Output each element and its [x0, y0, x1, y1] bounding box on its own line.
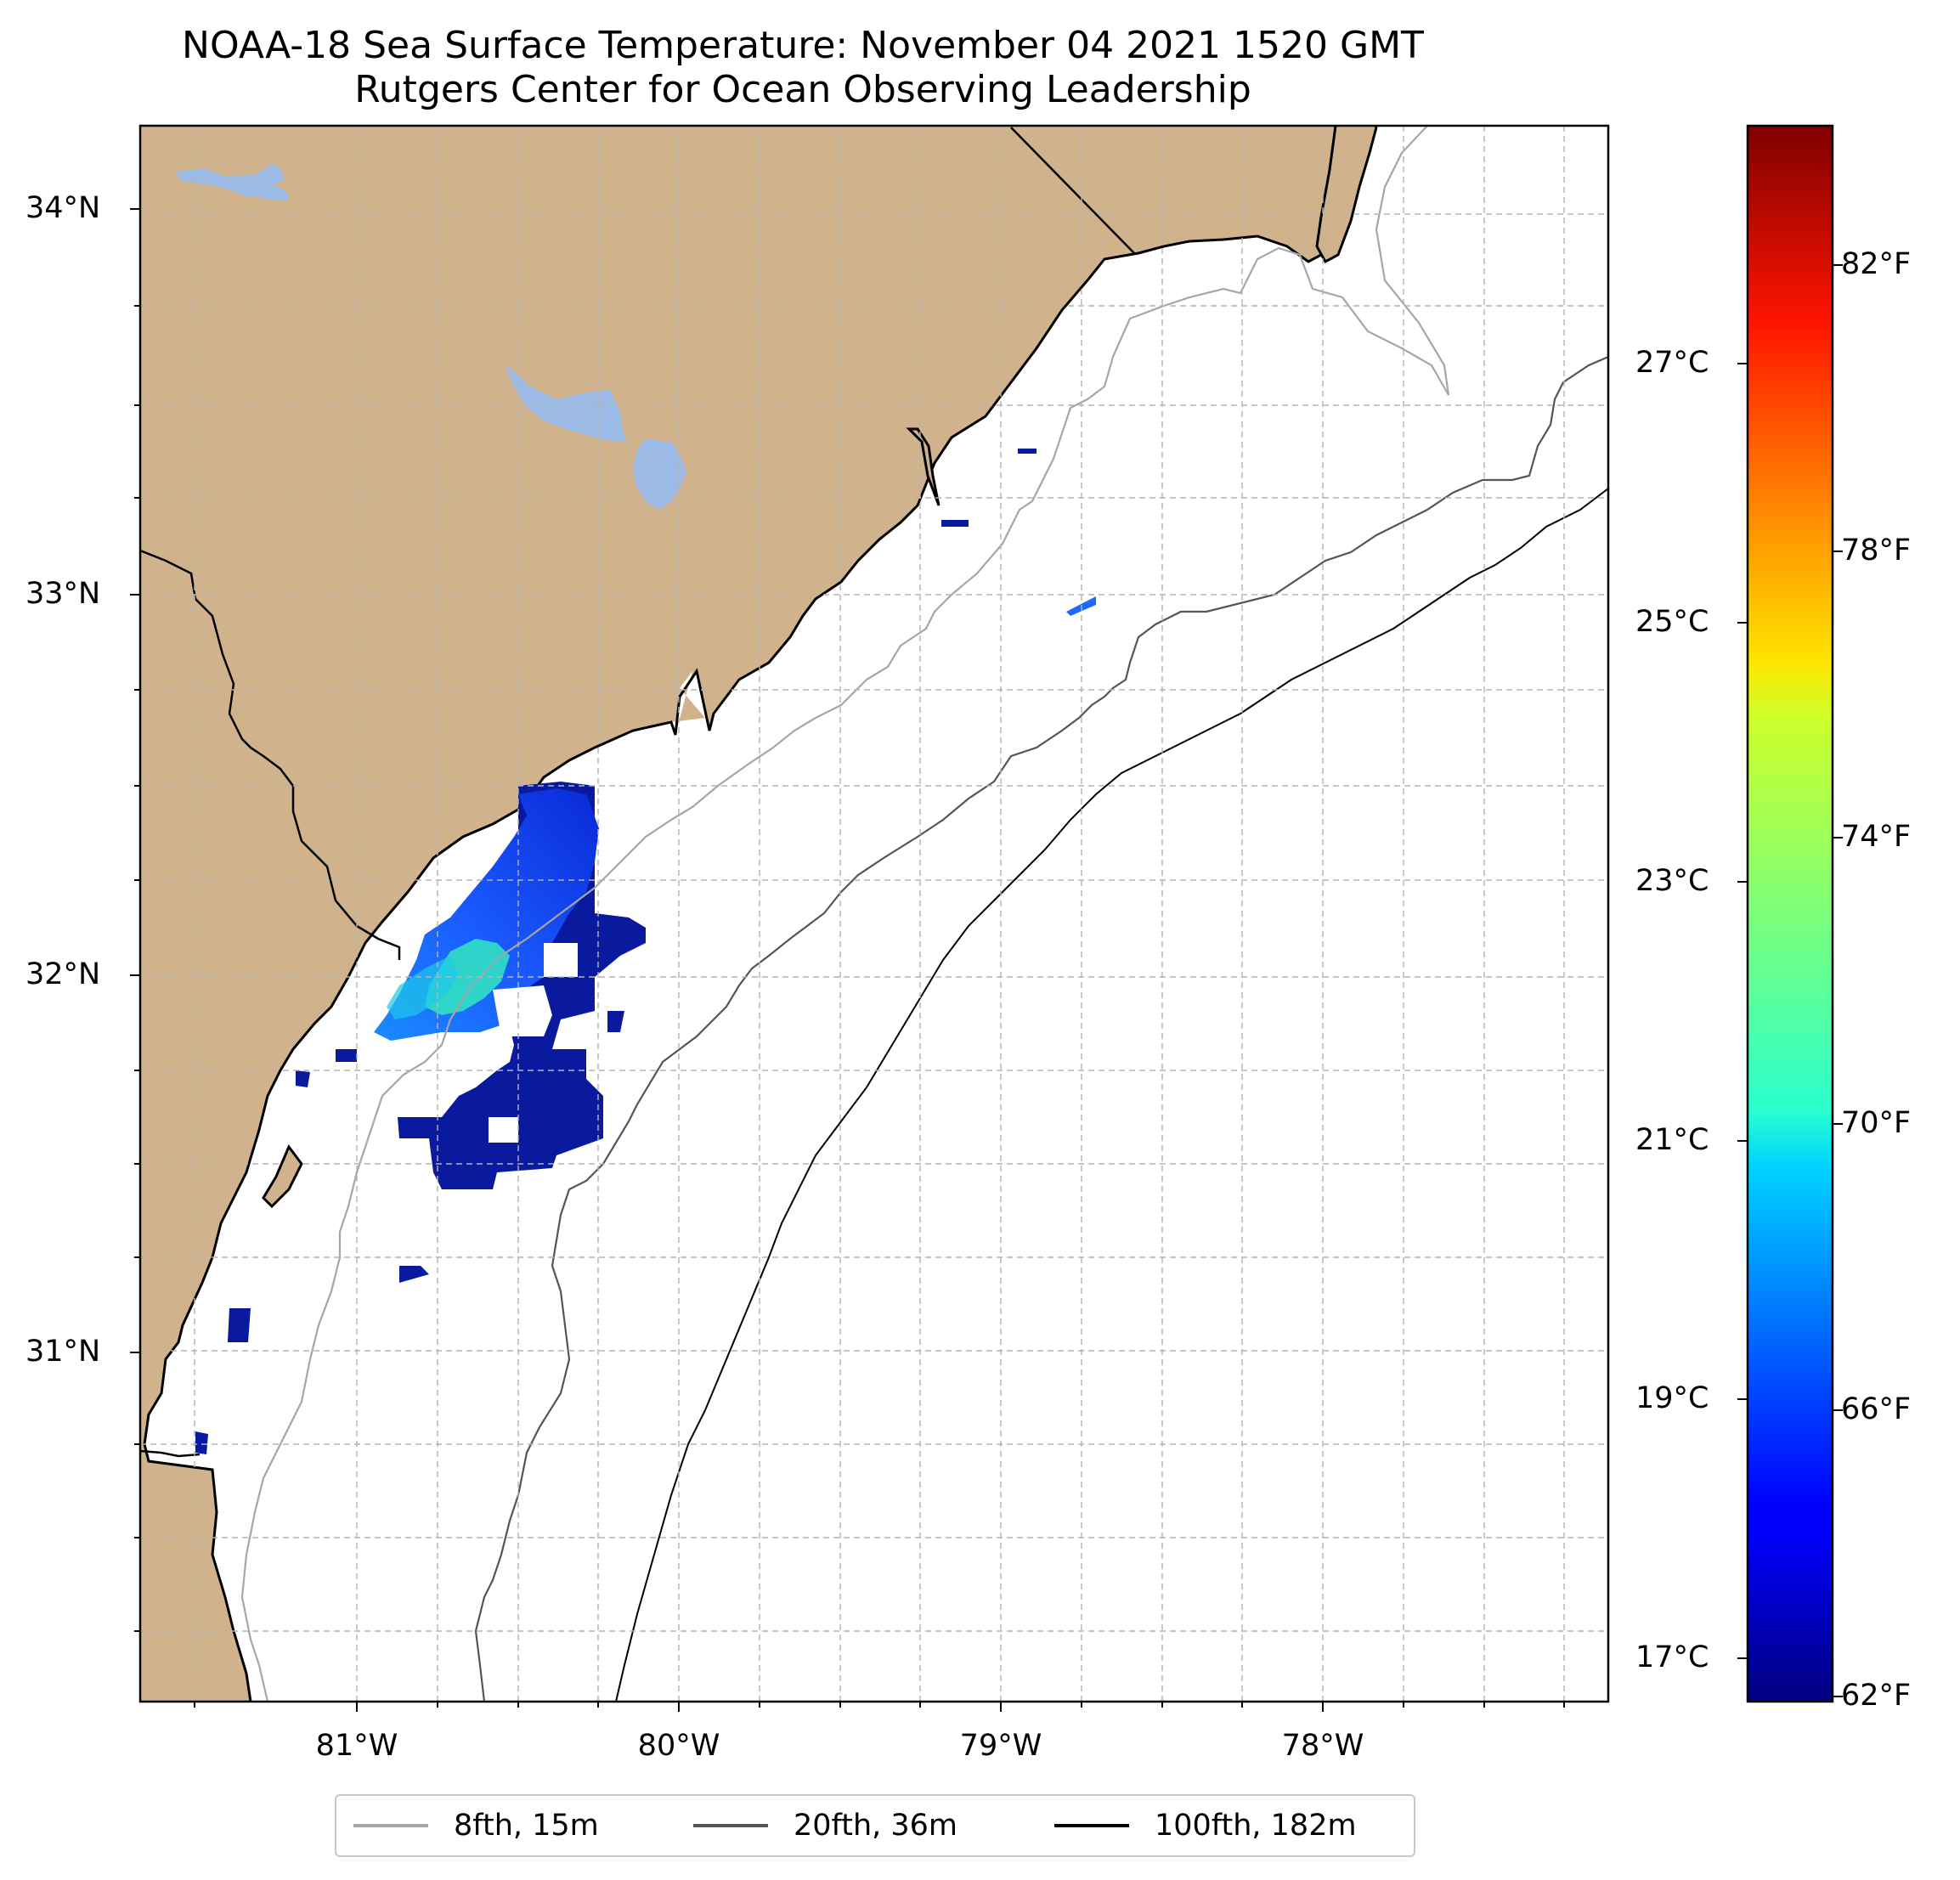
legend-swatch-20fth — [693, 1824, 768, 1827]
colorbar-label-f: 82°F — [1841, 247, 1912, 281]
sst-hole-white-3 — [489, 1117, 518, 1143]
legend-swatch-8fth — [353, 1824, 428, 1827]
map-ticks — [130, 208, 1565, 1712]
sst-patch-isolated-navy-1 — [399, 1266, 429, 1283]
lon-label-81w: 81°W — [315, 1729, 398, 1763]
legend-item-100fth: 100fth, 182m — [1054, 1796, 1357, 1855]
contour-8fth-15m — [240, 126, 1450, 1702]
figure-title: NOAA-18 Sea Surface Temperature: Novembe… — [182, 24, 1424, 67]
lat-label-33n: 33°N — [25, 577, 101, 611]
colorbar-ticks — [1737, 264, 1843, 1697]
lat-label-34n: 34°N — [25, 191, 101, 225]
sst-patch-isolated-navy-7 — [296, 1070, 310, 1087]
sst-patch-isolated-navy-5 — [941, 520, 969, 527]
lat-label-31n: 31°N — [25, 1335, 101, 1369]
coastline — [143, 126, 1378, 1702]
colorbar-label-f: 74°F — [1841, 820, 1912, 854]
colorbar-label-c: 27°C — [1635, 346, 1709, 380]
legend-label-8fth: 8fth, 15m — [454, 1809, 599, 1843]
sst-overlay — [195, 449, 1096, 1454]
sst-patch-cyan-rim — [387, 956, 459, 1019]
colorbar-label-c: 17°C — [1635, 1640, 1709, 1674]
sst-patch-isolated-navy-6 — [336, 1049, 357, 1062]
state-boundary-ga-fl — [140, 1449, 201, 1458]
barrier-island-nc — [1315, 126, 1378, 264]
contour-100fth-182m — [615, 488, 1608, 1702]
colorbar-label-c: 23°C — [1635, 864, 1709, 898]
legend-label-20fth: 20fth, 36m — [794, 1809, 958, 1843]
colorbar-label-f: 62°F — [1841, 1679, 1912, 1713]
sst-patch-isolated-navy-2 — [228, 1308, 251, 1342]
map-frame — [138, 124, 1610, 1703]
lake-moultrie-south — [633, 439, 686, 510]
lat-label-32n: 32°N — [25, 957, 101, 991]
state-boundary-sc-ga — [140, 549, 401, 960]
colorbar-label-c: 21°C — [1635, 1123, 1709, 1157]
contour-legend: 8fth, 15m 20fth, 36m 100fth, 182m — [335, 1794, 1415, 1857]
land-mass — [140, 126, 1376, 1702]
lon-label-80w: 80°W — [637, 1729, 720, 1763]
colorbar-label-f: 70°F — [1841, 1106, 1912, 1140]
barrier-island-ga — [262, 1144, 303, 1209]
colorbar-label-c: 25°C — [1635, 605, 1709, 639]
legend-item-20fth: 20fth, 36m — [693, 1796, 957, 1855]
figure-subtitle: Rutgers Center for Ocean Observing Leade… — [354, 68, 1251, 111]
colorbar-label-c: 19°C — [1635, 1381, 1709, 1415]
legend-swatch-100fth — [1054, 1824, 1129, 1827]
sst-hole-white — [544, 943, 578, 977]
sst-patch-isolated-navy-4 — [1018, 449, 1036, 454]
contour-20fth-36m — [474, 355, 1608, 1702]
lon-label-78w: 78°W — [1281, 1729, 1364, 1763]
sst-patch-isolated-navy-8 — [195, 1431, 208, 1454]
colorbar-label-f: 66°F — [1841, 1392, 1912, 1426]
barrier-island-sc — [906, 427, 940, 506]
sst-hole-white-2 — [493, 985, 552, 1036]
lake-moultrie — [504, 364, 629, 442]
state-boundary-nc-sc — [1010, 127, 1135, 254]
legend-label-100fth: 100fth, 182m — [1155, 1809, 1357, 1843]
lon-label-79w: 79°W — [959, 1729, 1042, 1763]
colorbar-label-f: 78°F — [1841, 534, 1912, 567]
colorbar-gradient — [1746, 124, 1834, 1703]
lake-marion — [176, 164, 289, 200]
sst-patch-isolated-navy-3 — [607, 1011, 624, 1032]
map-gridlines — [140, 126, 1608, 1702]
legend-item-8fth: 8fth, 15m — [353, 1796, 599, 1855]
